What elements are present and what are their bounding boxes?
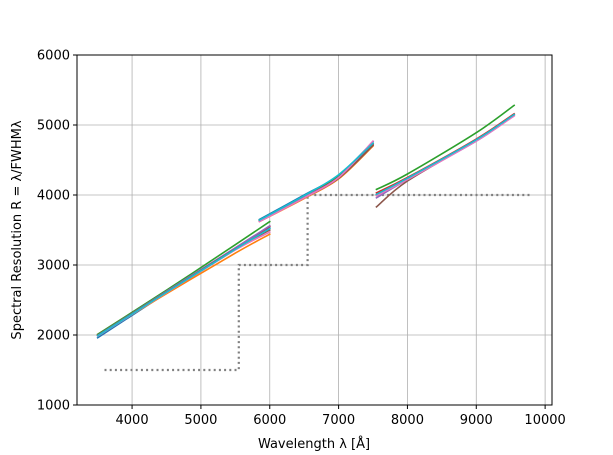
series-3-segment-3 [375, 104, 516, 191]
y-tick-label: 4000 [37, 189, 70, 204]
y-tick-label: 5000 [37, 119, 70, 134]
x-axis-label: Wavelength λ [Å] [258, 436, 370, 452]
series-8-segment-2 [258, 142, 375, 222]
x-tick-label: 5000 [184, 413, 217, 428]
y-tick-label: 3000 [37, 259, 70, 274]
plot-frame [76, 54, 553, 406]
series-8-segment-3 [375, 113, 516, 196]
y-tick-label: 6000 [37, 49, 70, 64]
series-7-segment-3 [375, 114, 516, 197]
x-tick-label: 10000 [524, 413, 565, 428]
series-layer [96, 104, 516, 339]
x-tick-label: 4000 [116, 413, 149, 428]
y-tick-label: 2000 [37, 329, 70, 344]
y-tick-label: 1000 [37, 399, 70, 414]
x-tick-label: 9000 [460, 413, 493, 428]
x-tick-label: 7000 [322, 413, 355, 428]
series-8-segment-1 [96, 227, 271, 337]
x-tick-label: 6000 [253, 413, 286, 428]
x-tick-label: 8000 [391, 413, 424, 428]
axis-ticks: 4000 5000 6000 7000 8000 9000 10000 1000 2000 300… [37, 49, 566, 429]
y-axis-label: Spectral Resolution R = λ/FWHMλ [10, 120, 25, 339]
